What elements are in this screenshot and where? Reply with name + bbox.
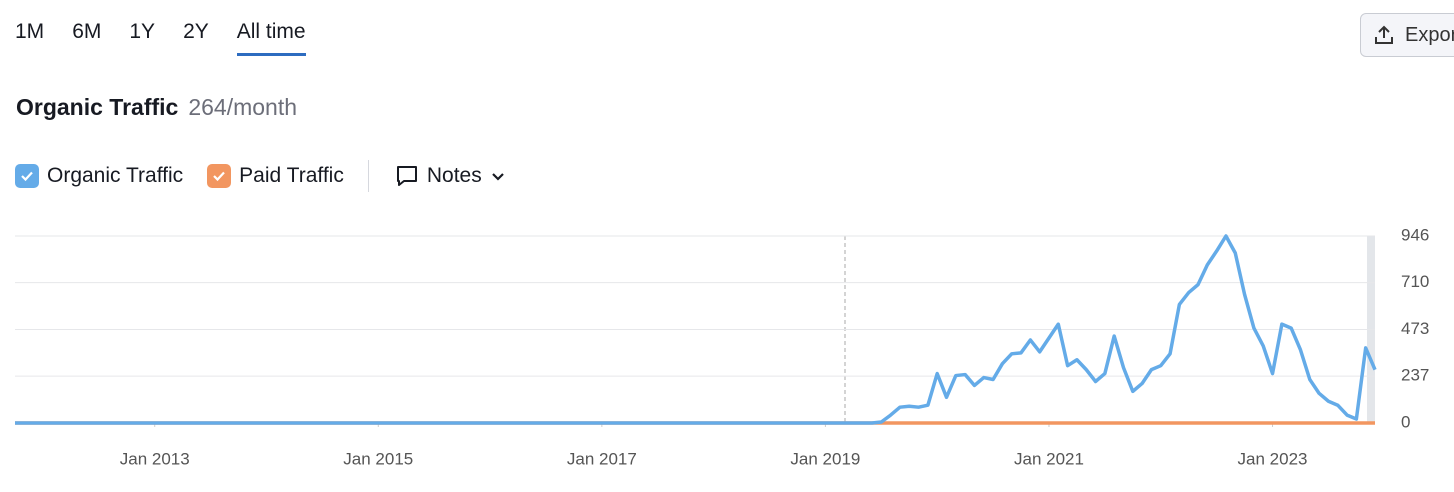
- y-tick-label: 710: [1401, 272, 1429, 291]
- x-tick-label: Jan 2013: [120, 449, 190, 468]
- checkbox[interactable]: [15, 164, 39, 188]
- export-button[interactable]: Export: [1360, 13, 1454, 57]
- legend-item[interactable]: Paid Traffic: [207, 164, 344, 188]
- notes-button[interactable]: Notes: [395, 164, 506, 188]
- legend-label: Paid Traffic: [239, 164, 344, 187]
- header-summary: 264/month: [188, 94, 298, 120]
- x-tick-label: Jan 2019: [790, 449, 860, 468]
- export-icon: [1375, 25, 1393, 44]
- x-tick-label: Jan 2023: [1238, 449, 1308, 468]
- tab[interactable]: 1Y: [129, 20, 156, 43]
- legend-item[interactable]: Organic Traffic: [15, 164, 183, 188]
- x-tick-label: Jan 2021: [1014, 449, 1084, 468]
- tab[interactable]: 1M: [15, 20, 45, 43]
- y-tick-label: 946: [1401, 225, 1429, 244]
- tab[interactable]: All time: [236, 20, 306, 56]
- tab[interactable]: 2Y: [183, 20, 209, 43]
- chart: 0 237 473 710 946 Jan 2013 Jan 2015 Jan 2017 Jan…: [15, 225, 1429, 468]
- export-label: Export: [1405, 23, 1454, 46]
- notes-label: Notes: [426, 164, 482, 187]
- checkbox[interactable]: [207, 164, 232, 188]
- y-tick-label: 473: [1401, 319, 1429, 338]
- y-tick-label: 0: [1401, 412, 1410, 431]
- period-tabs: 1M 6M 1Y 2Y All time: [15, 20, 306, 56]
- legend-label: Organic Traffic: [47, 164, 184, 187]
- x-tick-label: Jan 2017: [567, 449, 637, 468]
- x-tick-label: Jan 2015: [343, 449, 413, 468]
- header: Organic Traffic 264/month: [16, 94, 297, 121]
- separator: [367, 160, 369, 192]
- notes-icon: [396, 166, 417, 186]
- chevron: [491, 173, 504, 181]
- header-title: Organic Traffic: [16, 94, 179, 120]
- y-tick-label: 237: [1401, 366, 1429, 385]
- tab[interactable]: 6M: [72, 20, 102, 43]
- legend: Organic Traffic Paid Traffic Notes: [15, 160, 530, 192]
- series-line: [15, 234, 1377, 425]
